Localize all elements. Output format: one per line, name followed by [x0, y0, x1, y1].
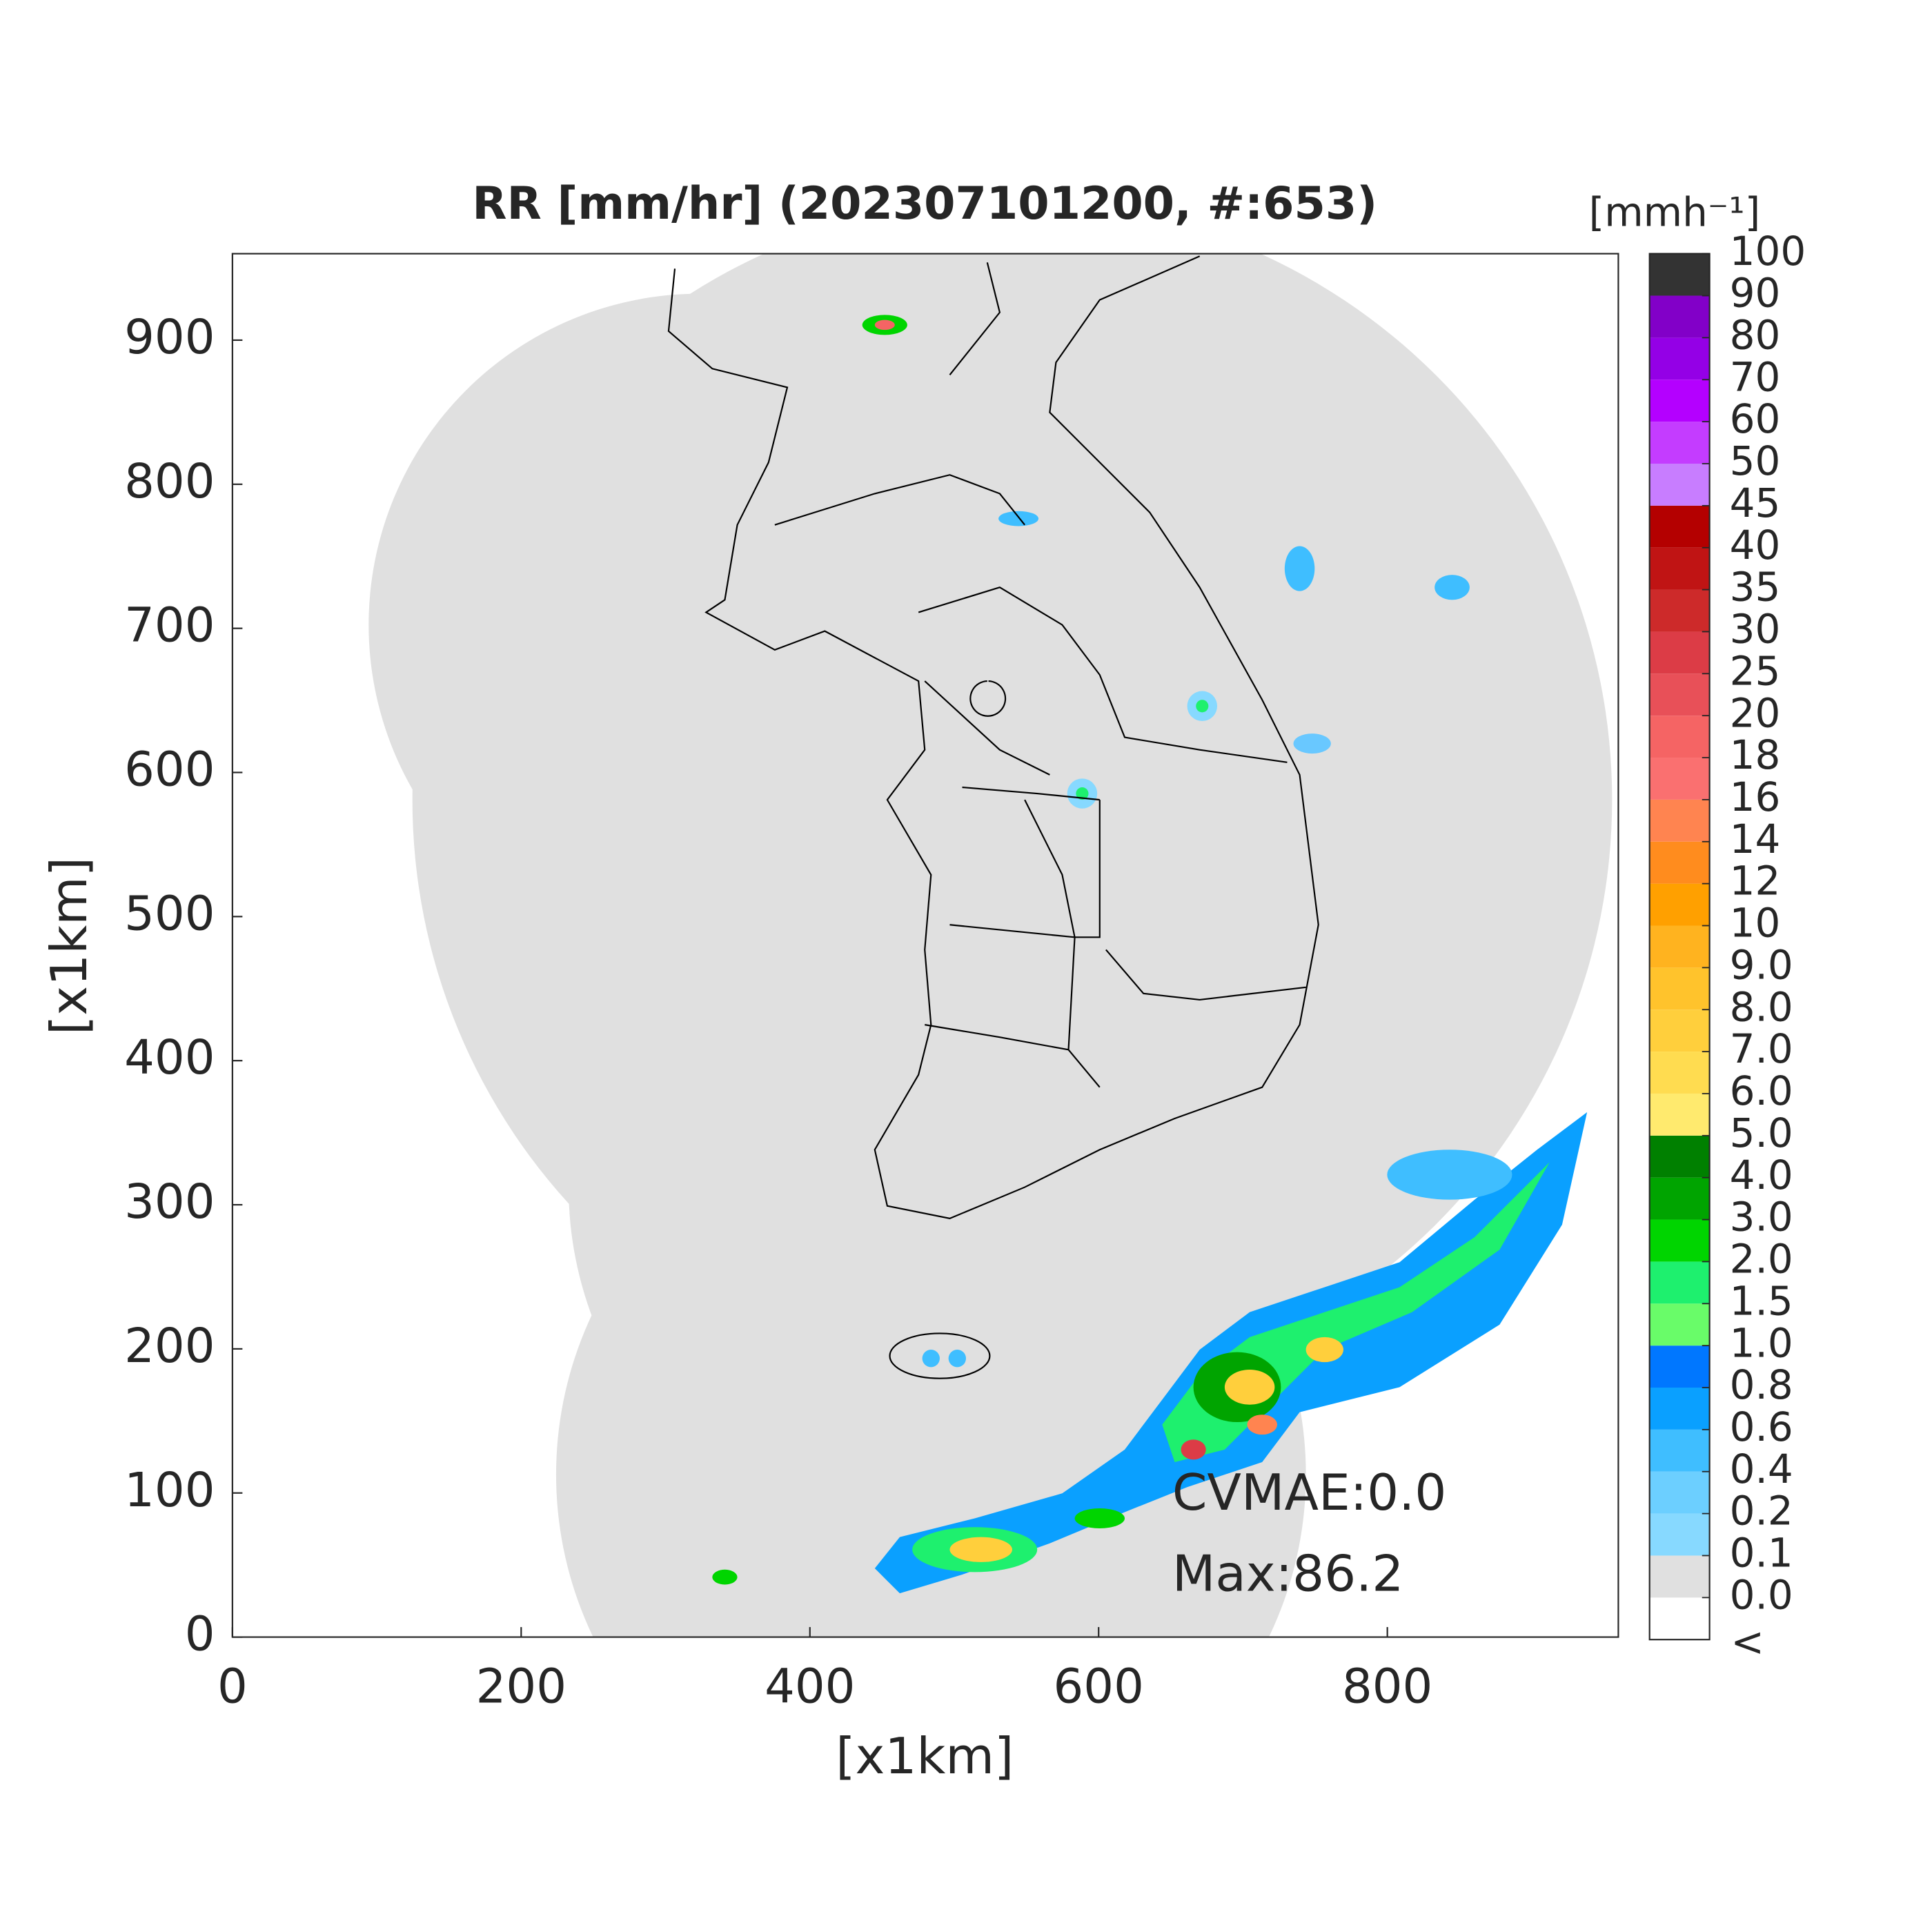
colorbar-tick-label: 60 [1730, 395, 1781, 442]
colorbar-segment [1649, 673, 1710, 716]
colorbar-tick-label: 3.0 [1730, 1194, 1793, 1241]
radar-coverage [368, 253, 1613, 1637]
colorbar-tick-label: 50 [1730, 437, 1781, 484]
y-axis-label: [x1km] [41, 857, 99, 1035]
colorbar-segment [1649, 337, 1710, 380]
colorbar-segment [1649, 1303, 1710, 1346]
colorbar-tick-label: 0.4 [1730, 1446, 1793, 1492]
colorbar-tick-label: 9.0 [1730, 941, 1793, 988]
y-tick-label: 200 [124, 1319, 215, 1374]
colorbar-tick-label: 16 [1730, 773, 1781, 820]
colorbar-under-label: < [1731, 1619, 1764, 1666]
colorbar-tick-label: 8.0 [1730, 983, 1793, 1030]
colorbar-tick-label: 0.6 [1730, 1403, 1793, 1450]
x-tick-label: 800 [1342, 1659, 1432, 1715]
x-tick-label: 200 [476, 1659, 566, 1715]
colorbar-segment [1649, 1093, 1710, 1136]
colorbar-segment [1649, 1597, 1710, 1640]
colorbar-tick-label: 0.8 [1730, 1361, 1793, 1408]
colorbar-label: [mmh⁻¹] [1589, 189, 1761, 236]
y-tick-label: 400 [124, 1030, 215, 1085]
colorbar-tick-label: 0.2 [1730, 1488, 1793, 1535]
colorbar-tick-label: 45 [1730, 480, 1781, 526]
colorbar-tick-label: 0.1 [1730, 1530, 1793, 1577]
x-tick-label: 400 [765, 1659, 855, 1715]
colorbar-tick-label: 2.0 [1730, 1236, 1793, 1283]
colorbar-segment [1649, 1177, 1710, 1220]
y-tick-label: 0 [185, 1607, 215, 1662]
colorbar-segment [1649, 1513, 1710, 1556]
colorbar-segment [1649, 1555, 1710, 1598]
colorbar-tick-label: 18 [1730, 731, 1781, 778]
colorbar-tick-label: 10 [1730, 900, 1781, 947]
colorbar-segment [1649, 1261, 1710, 1304]
colorbar-segment [1649, 799, 1710, 842]
colorbar-segment [1649, 1219, 1710, 1262]
colorbar-segment [1649, 547, 1710, 590]
colorbar-tick-label: 90 [1730, 270, 1781, 317]
colorbar-tick-label: 7.0 [1730, 1025, 1793, 1072]
colorbar-tick-label: 70 [1730, 353, 1781, 400]
colorbar-tick-label: 80 [1730, 311, 1781, 358]
colorbar-tick-label: 100 [1730, 228, 1806, 275]
y-tick-label: 700 [124, 598, 215, 653]
colorbar-segment [1649, 379, 1710, 422]
chart-title: RR [mm/hr] (202307101200, #:653) [472, 177, 1377, 230]
colorbar-tick-label: 6.0 [1730, 1067, 1793, 1114]
annotation: Max:86.2 [1172, 1546, 1403, 1604]
colorbar-tick-label: 40 [1730, 522, 1781, 569]
colorbar-segment [1649, 1135, 1710, 1178]
colorbar-tick-label: 30 [1730, 606, 1781, 653]
colorbar-tick-label: 1.0 [1730, 1319, 1793, 1366]
colorbar-segment [1649, 463, 1710, 506]
y-tick-label: 500 [124, 886, 215, 941]
x-tick-label: 600 [1054, 1659, 1144, 1715]
colorbar-tick-label: 4.0 [1730, 1152, 1793, 1199]
colorbar-tick-label: 35 [1730, 564, 1781, 611]
y-tick-label: 600 [124, 742, 215, 798]
colorbar-segment [1649, 1471, 1710, 1514]
colorbar-segment [1649, 1429, 1710, 1472]
x-tick-label: 0 [217, 1659, 248, 1715]
y-tick-label: 800 [124, 454, 215, 509]
colorbar-segment [1649, 505, 1710, 548]
colorbar-segment [1649, 758, 1710, 800]
colorbar-tick-label: 20 [1730, 689, 1781, 736]
colorbar-segment [1649, 589, 1710, 632]
colorbar-tick-label: 12 [1730, 858, 1781, 905]
colorbar-segment [1649, 295, 1710, 338]
colorbar-segment [1649, 422, 1710, 464]
colorbar-segment [1649, 716, 1710, 758]
y-tick-label: 300 [124, 1174, 215, 1230]
colorbar-segment [1649, 967, 1710, 1010]
y-tick-label: 900 [124, 310, 215, 365]
precipitation [712, 315, 1588, 1594]
colorbar-segment [1649, 1388, 1710, 1430]
annotation: CVMAE:0.0 [1172, 1464, 1447, 1522]
colorbar-segment [1649, 841, 1710, 884]
colorbar-segment [1649, 631, 1710, 674]
colorbar-frame [1648, 253, 1711, 1641]
colorbar-tick-label: 5.0 [1730, 1110, 1793, 1156]
coastline [667, 255, 1319, 1379]
colorbar-tick-label: 14 [1730, 816, 1781, 862]
colorbar-segment [1649, 253, 1710, 296]
y-tick-label: 100 [124, 1463, 215, 1518]
colorbar-tick-label: 0.0 [1730, 1571, 1793, 1618]
colorbar-segment [1649, 883, 1710, 926]
axes-box [231, 253, 1619, 1638]
colorbar-segment [1649, 1346, 1710, 1388]
colorbar-tick-label: 25 [1730, 647, 1781, 694]
colorbar-segment [1649, 925, 1710, 968]
x-axis-label: [x1km] [836, 1728, 1014, 1786]
colorbar-segment [1649, 1009, 1710, 1052]
colorbar-tick-label: 1.5 [1730, 1277, 1793, 1324]
colorbar-segment [1649, 1052, 1710, 1094]
